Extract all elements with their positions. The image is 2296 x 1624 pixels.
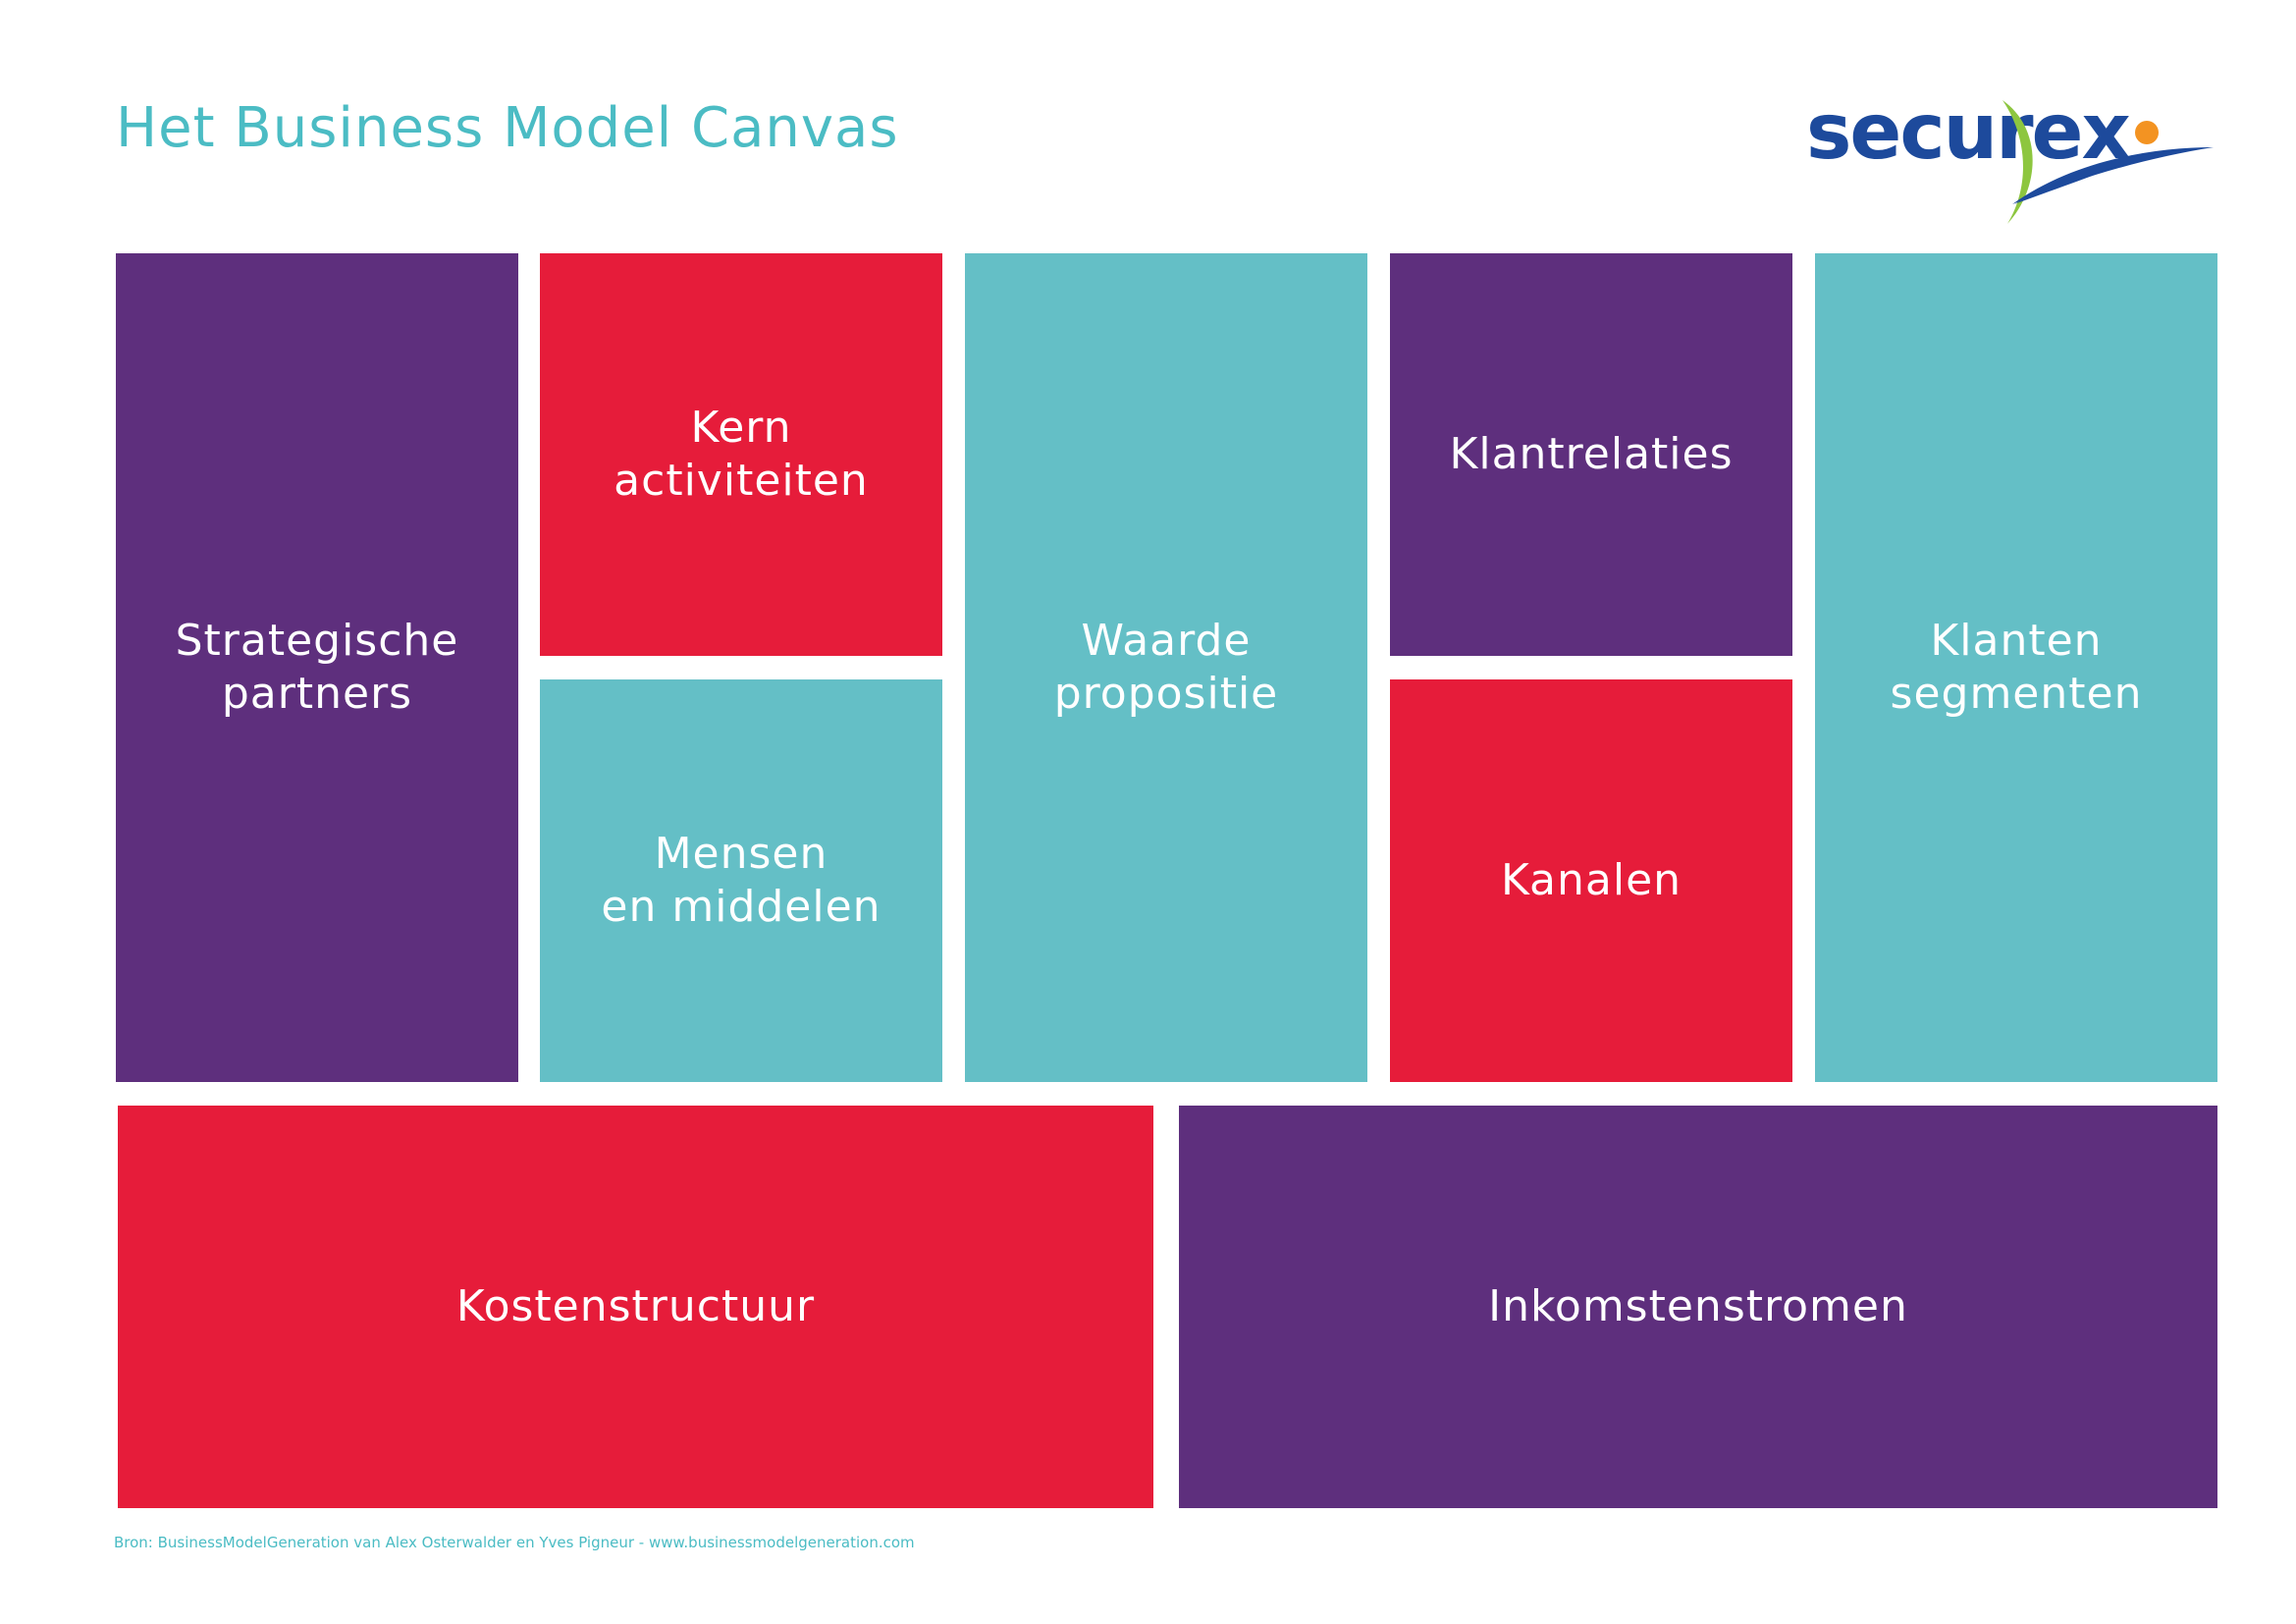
block-label: Mensen en middelen [601, 829, 881, 932]
block-kern-activiteiten: Kern activiteiten [540, 253, 942, 656]
block-label: Klanten segmenten [1890, 616, 2143, 719]
block-klantrelaties: Klantrelaties [1390, 253, 1792, 656]
block-klanten-segmenten: Klanten segmenten [1815, 253, 2217, 1082]
block-strategische-partners: Strategische partners [116, 253, 518, 1082]
block-inkomstenstromen: Inkomstenstromen [1179, 1106, 2217, 1508]
securex-logo: securex [1796, 88, 2218, 236]
block-label: Waarde propositie [1053, 616, 1279, 719]
block-label: Kanalen [1500, 855, 1682, 905]
block-label: Kostenstructuur [455, 1281, 816, 1331]
block-waarde-propositie: Waarde propositie [965, 253, 1367, 1082]
block-kanalen: Kanalen [1390, 679, 1792, 1082]
block-label: Klantrelaties [1449, 429, 1734, 479]
page-title: Het Business Model Canvas [116, 96, 899, 160]
block-kostenstructuur: Kostenstructuur [118, 1106, 1153, 1508]
block-label: Kern activiteiten [614, 403, 869, 506]
logo-wordmark: securex [1806, 88, 2131, 177]
block-label: Inkomstenstromen [1488, 1281, 1908, 1331]
block-mensen-en-middelen: Mensen en middelen [540, 679, 942, 1082]
logo-swoosh-icon [2002, 100, 2214, 224]
source-note: Bron: BusinessModelGeneration van Alex O… [114, 1534, 915, 1551]
block-label: Strategische partners [175, 616, 459, 719]
